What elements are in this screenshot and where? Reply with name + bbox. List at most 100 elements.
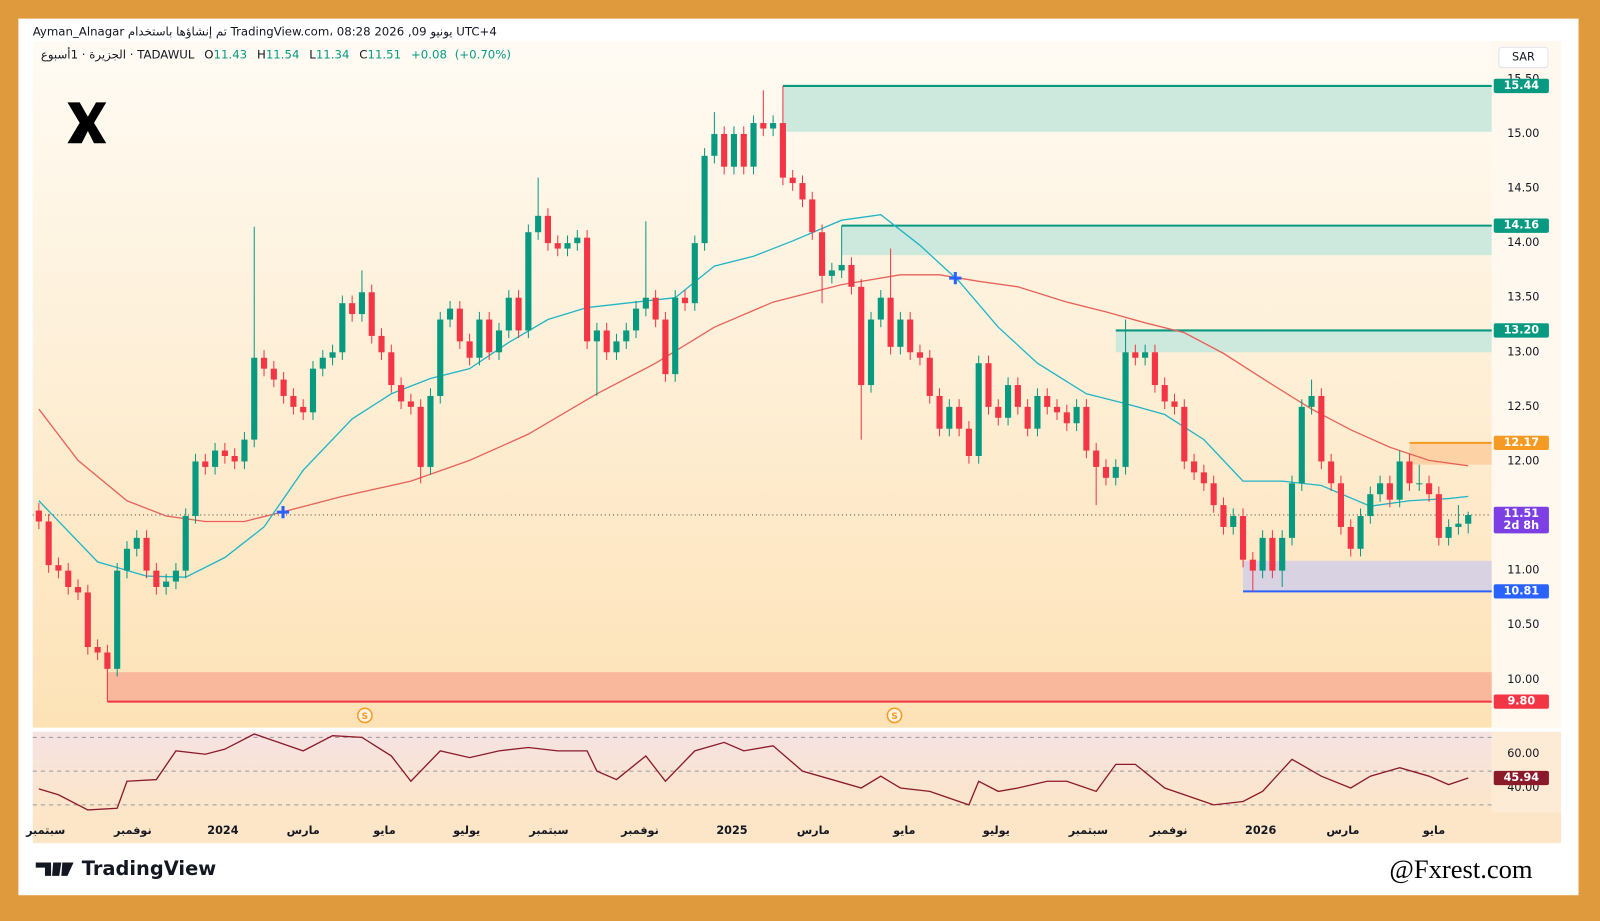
candle-body xyxy=(456,308,463,342)
price-badge xyxy=(1493,323,1549,338)
candle-body xyxy=(192,461,199,517)
l-value: 11.34 xyxy=(316,47,350,61)
candle-body xyxy=(1034,395,1041,429)
candle-body xyxy=(1367,494,1374,517)
candle-body xyxy=(525,232,532,331)
watermark: @Fxrest.com xyxy=(1389,854,1533,884)
dividend-label: S xyxy=(362,711,369,722)
x-tick-label: 2025 xyxy=(716,824,747,837)
y-tick-label: 14.00 xyxy=(1507,236,1539,249)
candle-body xyxy=(593,330,600,342)
candle-body xyxy=(1406,461,1413,484)
candle-body xyxy=(1151,352,1158,386)
rsi-badge xyxy=(1493,770,1549,786)
candle-body xyxy=(544,215,552,244)
candle-body xyxy=(163,581,170,587)
price-badge xyxy=(1493,78,1549,94)
zone xyxy=(1409,442,1492,465)
candle-body xyxy=(1073,406,1080,424)
candle-body xyxy=(1357,516,1364,549)
candle-body xyxy=(721,133,728,167)
candle-body xyxy=(1435,494,1442,538)
x-tick-label: 2024 xyxy=(207,824,238,837)
candle-body xyxy=(427,395,434,467)
candle-body xyxy=(1093,450,1100,467)
o-label: O xyxy=(204,47,213,61)
price-badge-label: 9.80 xyxy=(1507,695,1535,708)
candle-body xyxy=(799,183,806,200)
x-tick-label: مايو xyxy=(1422,824,1445,837)
price-badge-label: 15.44 xyxy=(1504,79,1540,92)
candle-body xyxy=(446,308,454,320)
candle-body xyxy=(642,297,649,309)
x-tick-label: يوليو xyxy=(982,824,1010,837)
ma-slow xyxy=(38,274,1469,523)
candle-body xyxy=(877,297,884,320)
price-badge-label: 13.20 xyxy=(1504,323,1540,336)
candle-body xyxy=(1347,526,1354,549)
candle-body xyxy=(838,264,845,271)
x-tick-label: مارس xyxy=(287,824,320,837)
candle-body xyxy=(1249,559,1256,571)
candle-body xyxy=(1386,483,1393,500)
candle-body xyxy=(437,319,444,396)
x-tick-label: سبتمبر xyxy=(25,824,65,837)
x-tick-label: 2026 xyxy=(1245,824,1276,837)
l-label: L xyxy=(309,47,316,61)
price-axis xyxy=(1491,41,1562,728)
candle-body xyxy=(290,395,297,407)
candle-body xyxy=(564,243,571,249)
candle-body xyxy=(1230,516,1237,527)
x-tick-label: مارس xyxy=(797,824,830,837)
candle-body xyxy=(613,341,620,353)
countdown: 2d 8h xyxy=(1504,519,1540,532)
candle-body xyxy=(848,264,855,287)
candle-body xyxy=(897,319,904,347)
candle-body xyxy=(202,461,209,467)
candle-body xyxy=(770,123,777,129)
y-tick-label: 13.50 xyxy=(1507,291,1539,304)
candle-body xyxy=(1465,514,1472,524)
price-pane xyxy=(32,41,1492,728)
candle-body xyxy=(94,647,101,653)
candle-body xyxy=(1425,483,1433,495)
candle-body xyxy=(407,401,414,407)
rsi-pane xyxy=(32,731,1492,813)
candle-body xyxy=(1102,466,1110,478)
candle-body xyxy=(212,450,219,467)
price-badge-label: 10.81 xyxy=(1504,584,1540,597)
y-tick-label: 12.00 xyxy=(1507,454,1539,467)
candle-body xyxy=(251,357,258,440)
ma-fast xyxy=(38,214,1469,578)
rsi-line xyxy=(38,733,1469,811)
candle-body xyxy=(1053,406,1061,413)
candle-body xyxy=(574,237,581,244)
y-tick-label: 15.00 xyxy=(1507,127,1539,140)
candle-body xyxy=(329,352,336,358)
zone xyxy=(841,225,1492,256)
candle-body xyxy=(1328,461,1335,484)
y-tick-label: 13.00 xyxy=(1507,345,1539,358)
tv-logo xyxy=(35,862,74,876)
candle-body xyxy=(1279,537,1286,571)
dividend-marker xyxy=(356,707,373,724)
price-badge xyxy=(1493,584,1549,599)
candle-body xyxy=(339,303,346,353)
x-tick-label: يوليو xyxy=(452,824,480,837)
candle-body xyxy=(1200,472,1207,484)
candle-body xyxy=(1239,516,1247,560)
price-badge xyxy=(1493,694,1549,709)
x-tick-label: مايو xyxy=(892,824,915,837)
zone xyxy=(107,672,1492,702)
symbol: الجزيرة · 1أسبوع · TADAWUL xyxy=(41,46,195,62)
candle-body xyxy=(1455,523,1462,527)
candle-body xyxy=(486,319,493,353)
candle-body xyxy=(123,548,131,571)
candle-body xyxy=(1318,395,1325,462)
y-tick-label: 14.50 xyxy=(1507,182,1539,195)
zone xyxy=(782,85,1492,132)
candle-body xyxy=(750,123,757,167)
candle-body xyxy=(241,439,248,462)
candle-body xyxy=(309,368,317,413)
